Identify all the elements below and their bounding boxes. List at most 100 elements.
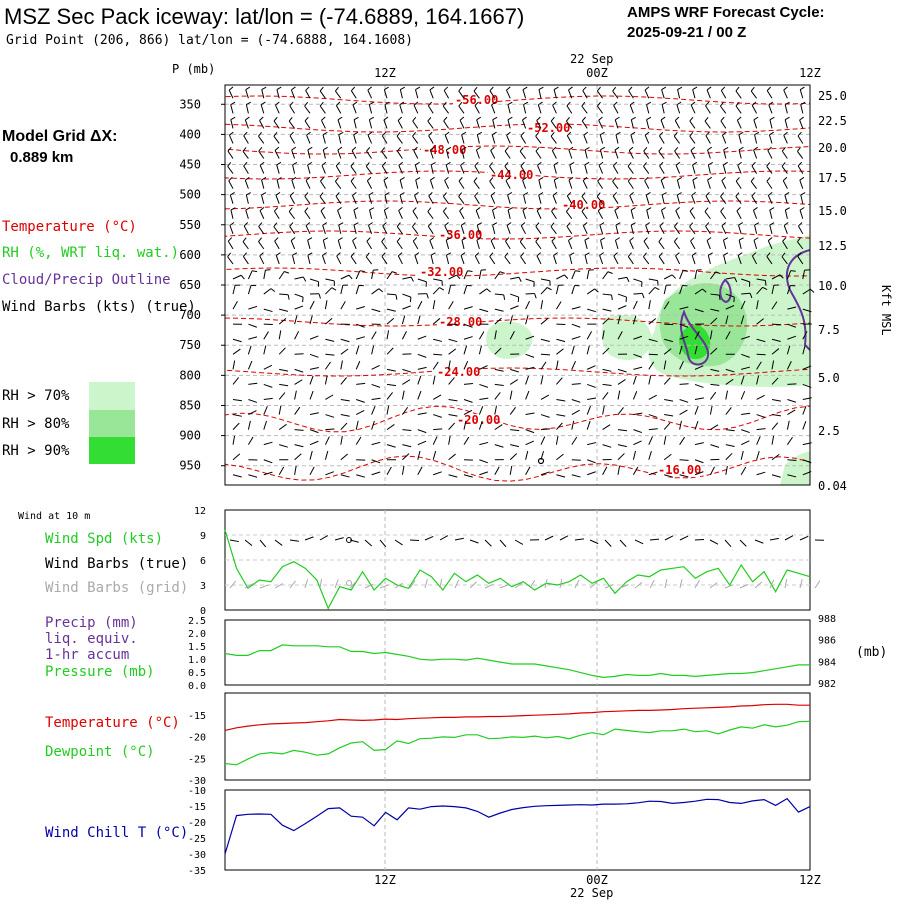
upper-wind-barb [633,413,642,414]
upper-wind-barb-flag [399,207,403,210]
upper-wind-barb-flag [798,222,802,225]
upper-wind-barb [587,331,591,339]
upper-wind-barb [310,413,319,415]
upper-wind-barb [782,166,787,173]
upper-wind-barb [430,180,433,189]
upper-wind-barb [552,211,557,219]
upper-wind-barb [510,277,519,279]
dewpoint-line [225,721,810,765]
surface-wind-barb-true [800,536,808,540]
upper-wind-barb [556,361,558,370]
upper-wind-barb [460,120,464,128]
upper-wind-barb [539,90,541,99]
upper-wind-barb [521,256,526,263]
upper-wind-barb [274,211,279,219]
upper-wind-barb [433,451,435,460]
upper-wind-barb [260,165,264,173]
upper-wind-barb [325,451,327,460]
upper-wind-barb [351,257,356,264]
surface-wind-barb-true [605,540,611,547]
upper-wind-barb [341,475,350,477]
upper-wind-barb-flag [645,177,649,180]
upper-wind-barb-flag [288,295,289,300]
upper-wind-barb [647,210,649,219]
upper-wind-barb-flag [627,277,629,282]
upper-wind-barb-flag [468,271,473,272]
upper-wind-barb [248,285,251,294]
upper-wind-barb [276,195,279,203]
precip-panel-ytick-label: 0.5 [188,668,206,679]
surface-wind-barb-grid [320,579,322,588]
upper-wind-barb [753,210,756,218]
upper-wind-barb [264,289,271,294]
upper-wind-barb [335,181,340,188]
upper-wind-barb [662,105,664,114]
upper-wind-barb-flag [367,177,371,180]
upper-wind-barb [433,437,437,445]
upper-wind-barb [495,445,504,448]
upper-wind-barb [445,181,449,189]
pressure-tick-label: 750 [179,338,201,352]
upper-wind-barb [433,472,441,475]
upper-wind-barb [752,166,757,174]
upper-wind-barb [320,106,325,113]
upper-wind-barb-flag [246,208,250,211]
upper-wind-barb [674,242,679,249]
upper-wind-barb [279,393,285,400]
upper-wind-barb [310,336,318,339]
upper-wind-barb [490,181,495,188]
upper-wind-barb [279,294,288,295]
page-title: MSZ Sec Pack iceway: lat/lon = (-74.6889… [4,4,524,29]
upper-wind-barb [428,226,433,234]
upper-wind-barb-flag [428,117,431,121]
upper-wind-barb-flag [228,238,231,242]
upper-wind-barb [321,211,325,219]
upper-wind-barb [616,135,618,144]
upper-wind-barb [680,410,688,414]
upper-wind-barb-flag [523,87,527,90]
upper-wind-barb [295,315,297,324]
surface-wind-barb-true [320,536,328,540]
upper-wind-barb [264,270,266,279]
upper-wind-barb-flag [398,253,402,256]
upper-wind-barb [248,421,250,430]
upper-wind-barb-flag [655,287,659,289]
upper-wind-barb [631,135,634,144]
upper-wind-barb [305,121,310,129]
upper-wind-barb [633,467,637,475]
upper-wind-barb [597,106,602,113]
upper-wind-barb [539,180,541,189]
upper-wind-barb [584,135,587,143]
upper-wind-barb-flag [585,162,589,165]
upper-wind-barb [541,437,545,445]
upper-wind-barb [352,196,356,204]
kft-tick-label: 5.0 [818,371,840,385]
upper-wind-barb [706,136,711,144]
upper-wind-barb [353,105,356,113]
upper-wind-barb [382,256,387,263]
upper-wind-barb [587,289,594,294]
wind-panel-ytick-label: 9 [200,531,206,542]
upper-wind-barb [785,120,787,129]
upper-wind-barb [418,279,427,282]
upper-wind-barb-flag [642,293,644,298]
upper-wind-barb-flag [754,117,758,120]
upper-wind-barb-flag [504,295,505,300]
upper-wind-barb [803,421,806,429]
upper-wind-barb [554,90,556,99]
temperature-panel-ytick-label: -20 [188,733,206,744]
upper-wind-barb-flag [275,238,279,242]
upper-wind-barb-flag [676,253,680,256]
upper-wind-barb [659,151,664,158]
surface-wind-barb-true [635,540,643,544]
surface-wind-barb-true [425,536,433,540]
upper-wind-barb [372,421,375,430]
upper-wind-barb [556,349,563,355]
upper-wind-barb [418,430,426,433]
upper-wind-barb-flag [522,117,526,120]
upper-wind-barb-flag [308,147,312,149]
pressure-panel-frame [225,620,810,685]
upper-wind-barb-flag [320,102,323,106]
upper-wind-barb [556,339,565,341]
